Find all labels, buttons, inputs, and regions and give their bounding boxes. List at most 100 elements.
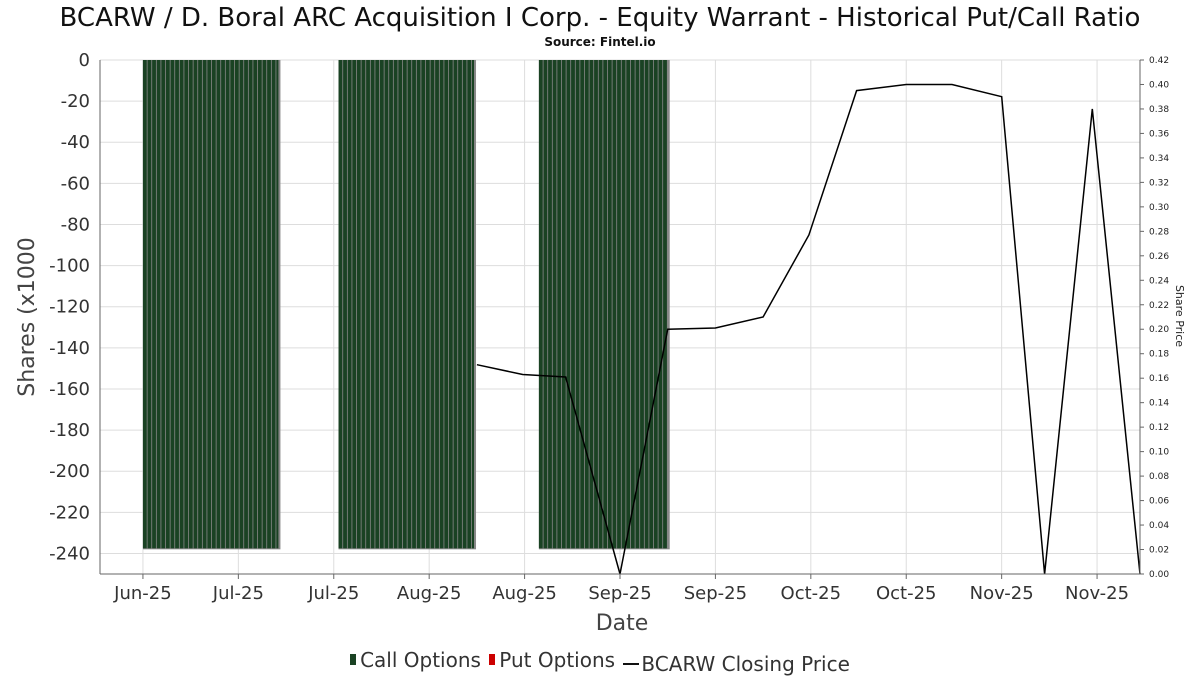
call-bar (594, 60, 598, 548)
y2-tick-label: 0.08 (1149, 472, 1169, 482)
call-bar (640, 60, 644, 548)
call-bar (617, 60, 621, 548)
call-bar (389, 60, 393, 548)
y-tick-label: -200 (49, 461, 90, 482)
call-bar (571, 60, 575, 548)
call-bar (217, 60, 221, 548)
call-bar (143, 60, 147, 548)
y-tick-label: -20 (61, 91, 90, 112)
call-bar (421, 60, 425, 548)
call-bar (240, 60, 244, 548)
call-bar (230, 60, 234, 548)
y2-tick-label: 0.22 (1149, 301, 1169, 311)
call-bar (221, 60, 225, 548)
y2-tick-label: 0.24 (1149, 276, 1169, 286)
y-tick-label: -60 (61, 173, 90, 194)
y2-tick-label: 0.42 (1149, 56, 1169, 66)
x-axis-label: Date (596, 611, 649, 636)
y2-tick-label: 0.30 (1149, 203, 1169, 213)
call-bar (663, 60, 667, 548)
y2-tick-label: 0.14 (1149, 399, 1169, 409)
chart-legend: Call Options Put Options BCARW Closing P… (0, 646, 1200, 676)
call-bar (566, 60, 570, 548)
call-bar (576, 60, 580, 548)
call-bar (343, 60, 347, 548)
call-bar (394, 60, 398, 548)
legend-call-label: Call Options (360, 648, 481, 672)
call-bar (226, 60, 230, 548)
x-tick-label: Oct-25 (781, 583, 842, 604)
x-tick-label: Nov-25 (1065, 583, 1129, 604)
y2-tick-label: 0.34 (1149, 154, 1169, 164)
call-bar (212, 60, 216, 548)
y2-tick-label: 0.36 (1149, 129, 1169, 139)
call-bar (539, 60, 543, 548)
y2-tick-label: 0.28 (1149, 227, 1169, 237)
y-axis-label: Shares (x1000 (15, 237, 40, 397)
call-bar (417, 60, 421, 548)
call-bar (249, 60, 253, 548)
call-bar (599, 60, 603, 548)
call-bar (398, 60, 402, 548)
y-tick-label: -80 (61, 214, 90, 235)
call-bar (235, 60, 239, 548)
call-bar (161, 60, 165, 548)
y-tick-label: 0 (79, 50, 90, 71)
call-bar (631, 60, 635, 548)
y2-tick-label: 0.38 (1149, 105, 1169, 115)
legend-item-call[interactable]: Call Options (350, 648, 481, 672)
call-bar (362, 60, 366, 548)
y2-tick-label: 0.04 (1149, 521, 1169, 531)
call-bar (166, 60, 170, 548)
chart-plot: 0-20-40-60-80-100-120-140-160-180-200-22… (0, 0, 1200, 640)
call-bar (543, 60, 547, 548)
call-bar (348, 60, 352, 548)
call-bar (654, 60, 658, 548)
call-bar (562, 60, 566, 548)
legend-put-label: Put Options (499, 648, 615, 672)
legend-item-price[interactable]: BCARW Closing Price (623, 652, 850, 676)
x-tick-label: Nov-25 (970, 583, 1034, 604)
y2-tick-label: 0.26 (1149, 252, 1169, 262)
call-bar (189, 60, 193, 548)
y2-tick-label: 0.32 (1149, 178, 1169, 188)
call-bar (203, 60, 207, 548)
x-tick-label: Sep-25 (588, 583, 651, 604)
call-bar (440, 60, 444, 548)
call-bar (403, 60, 407, 548)
call-bar (357, 60, 361, 548)
call-bar (180, 60, 184, 548)
x-tick-label: Jul-25 (307, 583, 359, 604)
call-bar (244, 60, 248, 548)
x-tick-label: Aug-25 (492, 583, 557, 604)
x-tick-label: Sep-25 (684, 583, 747, 604)
call-bar (198, 60, 202, 548)
call-bar (472, 60, 474, 548)
call-bar (431, 60, 435, 548)
call-bar (608, 60, 612, 548)
x-tick-label: Jun-25 (113, 583, 172, 604)
call-bar (366, 60, 370, 548)
call-bar (645, 60, 649, 548)
call-bar (463, 60, 467, 548)
y-tick-label: -180 (49, 420, 90, 441)
y2-tick-label: 0.20 (1149, 325, 1169, 335)
call-bar (426, 60, 430, 548)
call-bar (408, 60, 412, 548)
y2-tick-label: 0.16 (1149, 374, 1169, 384)
call-bar (449, 60, 453, 548)
call-bar (385, 60, 389, 548)
call-bar (157, 60, 161, 548)
call-bar (152, 60, 156, 548)
call-bar (171, 60, 175, 548)
call-bar (548, 60, 552, 548)
call-bar (380, 60, 384, 548)
call-bar (263, 60, 267, 548)
legend-item-put[interactable]: Put Options (489, 648, 615, 672)
y-tick-label: -140 (49, 338, 90, 359)
y2-tick-label: 0.12 (1149, 423, 1169, 433)
call-bar (435, 60, 439, 548)
call-bar (175, 60, 179, 548)
legend-price-label: BCARW Closing Price (641, 652, 850, 676)
y-tick-label: -160 (49, 379, 90, 400)
